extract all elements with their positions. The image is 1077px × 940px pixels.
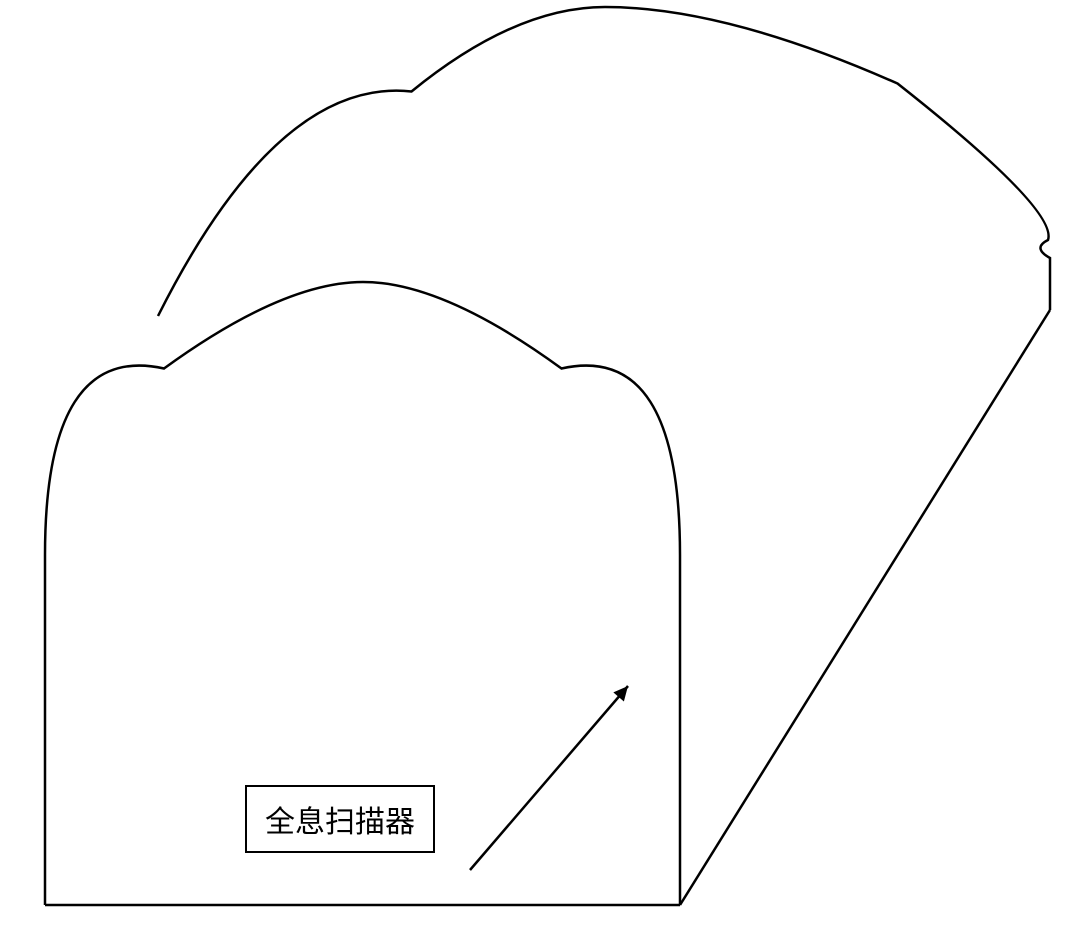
depth-line-bottom (680, 310, 1050, 905)
tunnel-diagram: 全息扫描器 (0, 0, 1077, 935)
tunnel-svg (0, 0, 1077, 935)
scanner-label-box: 全息扫描器 (245, 785, 435, 853)
back-arch (158, 7, 1050, 316)
direction-arrow-shaft (470, 686, 628, 870)
scanner-label-text: 全息扫描器 (265, 806, 415, 839)
